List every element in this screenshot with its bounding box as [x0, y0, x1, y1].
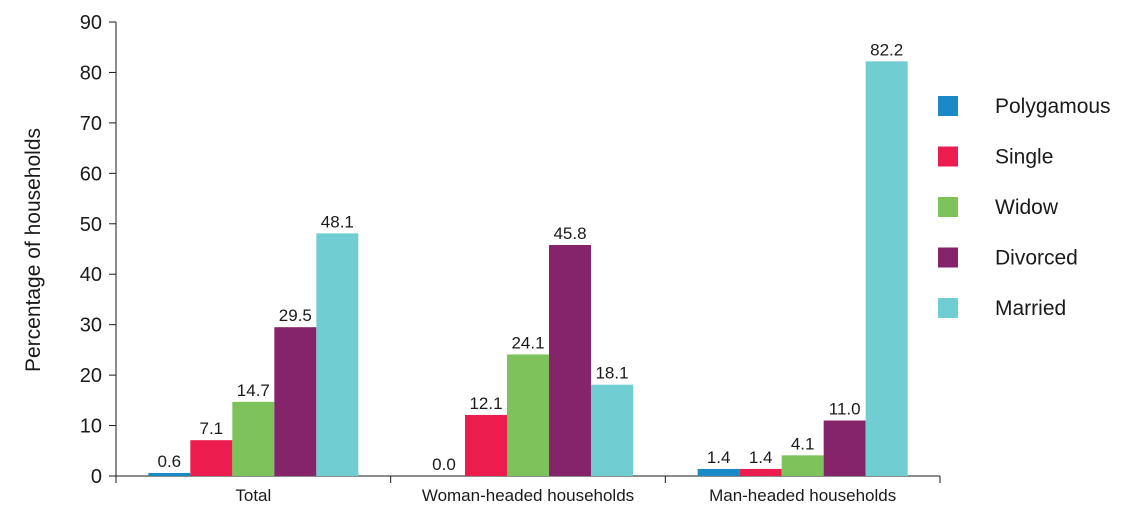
bar	[591, 384, 633, 476]
y-tick-label: 40	[80, 264, 102, 286]
bars	[148, 61, 908, 476]
legend-swatch	[938, 197, 958, 217]
data-label: 1.4	[707, 448, 731, 467]
bar	[823, 420, 866, 476]
y-tick-label: 90	[80, 12, 102, 34]
x-category-label: Woman-headed households	[422, 486, 634, 505]
legend-swatch	[938, 146, 958, 167]
y-axis: 0 10 20 30 40 50 60 70 80 90	[80, 12, 117, 488]
data-label: 4.1	[791, 434, 815, 453]
data-label: 24.1	[511, 333, 544, 352]
bar	[697, 468, 740, 476]
legend-label: Married	[995, 297, 1066, 320]
bar	[507, 354, 549, 476]
data-label: 0.0	[432, 455, 456, 474]
legend-label: Polygamous	[995, 95, 1111, 118]
data-label: 1.4	[749, 448, 773, 467]
data-label: 7.1	[200, 419, 224, 438]
data-label: 45.8	[553, 224, 586, 243]
data-label: 29.5	[279, 306, 312, 325]
y-tick-label: 10	[80, 416, 102, 438]
legend-swatch	[938, 298, 958, 318]
data-label: 14.7	[237, 381, 270, 400]
data-label: 48.1	[321, 212, 354, 231]
x-category-label: Total	[235, 486, 271, 505]
x-axis: Total Woman-headed households Man-headed h…	[115, 475, 941, 505]
x-category-label: Man-headed households	[709, 486, 896, 505]
data-label: 18.1	[595, 364, 628, 383]
y-tick-label: 30	[80, 315, 102, 337]
bar	[739, 468, 782, 476]
bar	[781, 455, 824, 476]
bar	[190, 440, 233, 476]
data-label: 0.6	[158, 452, 182, 471]
data-labels: 0.6 7.1 14.7 29.5 48.1 0.0 12.1 24.1 45.8 18.1 1.4…	[158, 40, 904, 474]
y-tick-label: 0	[91, 466, 102, 488]
data-label: 12.1	[469, 394, 502, 413]
bar	[865, 61, 908, 476]
y-tick-label: 20	[80, 365, 102, 387]
bar	[232, 401, 275, 476]
y-tick-label: 70	[80, 113, 102, 135]
bar	[274, 327, 317, 476]
data-label: 11.0	[829, 400, 861, 419]
legend-label: Widow	[995, 196, 1059, 219]
data-label: 82.2	[870, 40, 903, 59]
legend: Polygamous Single Widow Divorced Married	[938, 95, 1111, 320]
y-axis-title: Percentage of households	[22, 128, 45, 372]
bar	[316, 233, 359, 476]
y-tick-label: 80	[80, 62, 102, 84]
legend-label: Divorced	[995, 247, 1078, 270]
legend-swatch	[938, 96, 958, 116]
legend-swatch	[938, 247, 958, 268]
bar	[465, 414, 507, 476]
legend-label: Single	[995, 146, 1053, 169]
y-tick-label: 50	[80, 214, 102, 236]
bar	[148, 472, 191, 476]
bar	[549, 244, 591, 476]
y-tick-label: 60	[80, 163, 102, 185]
